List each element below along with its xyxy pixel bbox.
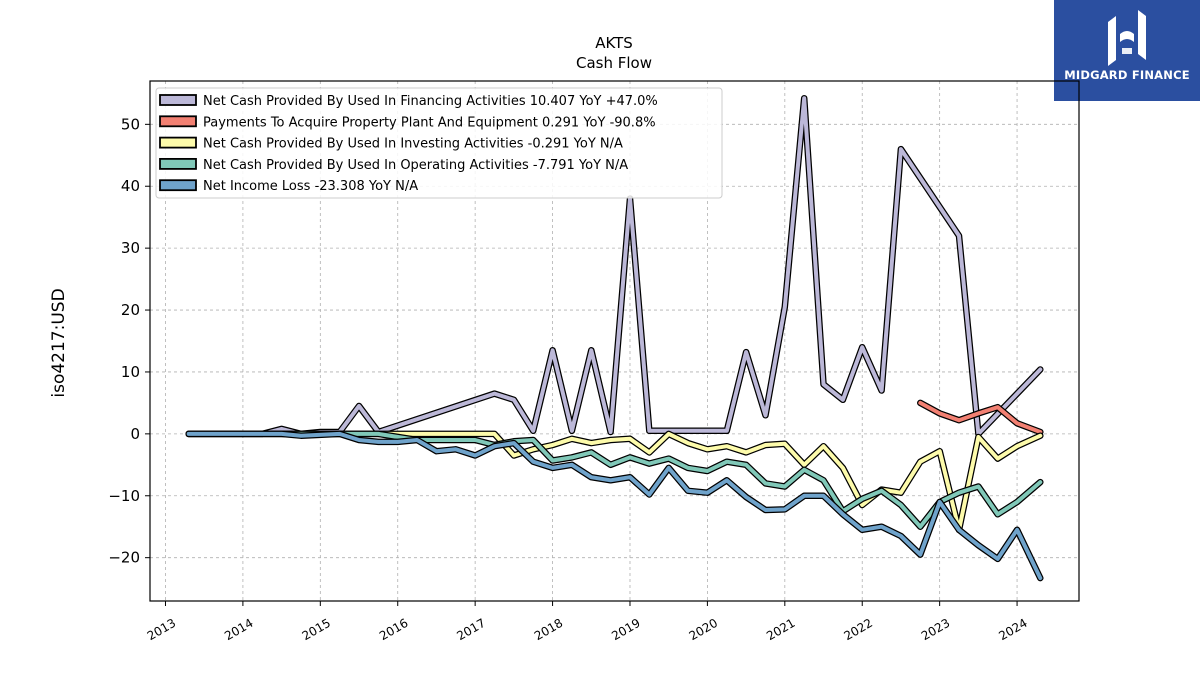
x-tick-label: 2017	[454, 616, 487, 643]
legend-label-4: Net Income Loss -23.308 YoY N/A	[203, 179, 418, 194]
x-tick-label: 2018	[532, 616, 565, 643]
y-tick-label: 0	[130, 425, 140, 443]
y-tick-label: −20	[108, 549, 140, 567]
chart-subtitle: Cash Flow	[576, 54, 652, 72]
legend-swatch-3	[159, 157, 197, 170]
legend: Net Cash Provided By Used In Financing A…	[155, 87, 723, 199]
legend-swatch-4	[159, 179, 197, 192]
legend-swatch-1	[159, 115, 197, 128]
x-tick-label: 2021	[764, 616, 797, 643]
series-layer	[185, 95, 1044, 582]
x-tick-label: 2013	[145, 616, 178, 643]
x-tick-label: 2016	[377, 616, 410, 643]
legend-label-0: Net Cash Provided By Used In Financing A…	[203, 94, 658, 109]
legend-label-3: Net Cash Provided By Used In Operating A…	[203, 158, 628, 173]
x-tick-label: 2024	[996, 616, 1029, 643]
chart-title: AKTS	[595, 34, 633, 52]
y-tick-label: 40	[121, 177, 140, 195]
x-tick-label: 2022	[842, 616, 875, 643]
series-line-0	[186, 96, 1043, 436]
x-tick-label: 2019	[609, 616, 642, 643]
legend-swatch-0	[159, 94, 197, 106]
brand-logo: MIDGARD FINANCE	[1054, 0, 1200, 101]
legend-box	[155, 87, 723, 199]
legend-label-1: Payments To Acquire Property Plant And E…	[203, 115, 656, 130]
y-axis-label: iso4217:USD	[49, 288, 69, 397]
logo-text: MIDGARD FINANCE	[1064, 68, 1190, 82]
series-line-1	[918, 400, 1043, 434]
series-outline-4	[185, 430, 1044, 582]
logo-mark-icon	[1108, 10, 1146, 66]
y-tick-label: 30	[121, 239, 140, 257]
x-tick-label: 2023	[919, 616, 952, 643]
x-tick-label: 2014	[222, 616, 255, 643]
y-tick-label: −10	[108, 487, 140, 505]
x-tick-label: 2015	[300, 616, 333, 643]
legend-swatch-2	[159, 136, 197, 149]
y-tick-label: 20	[121, 301, 140, 319]
y-tick-label: 50	[121, 115, 140, 133]
series-line-4	[186, 431, 1043, 581]
y-tick-label: 10	[121, 363, 140, 381]
legend-label-2: Net Cash Provided By Used In Investing A…	[203, 137, 623, 152]
series-line-2	[186, 431, 1043, 532]
x-tick-label: 2020	[687, 616, 720, 643]
plot-frame	[149, 80, 1080, 602]
